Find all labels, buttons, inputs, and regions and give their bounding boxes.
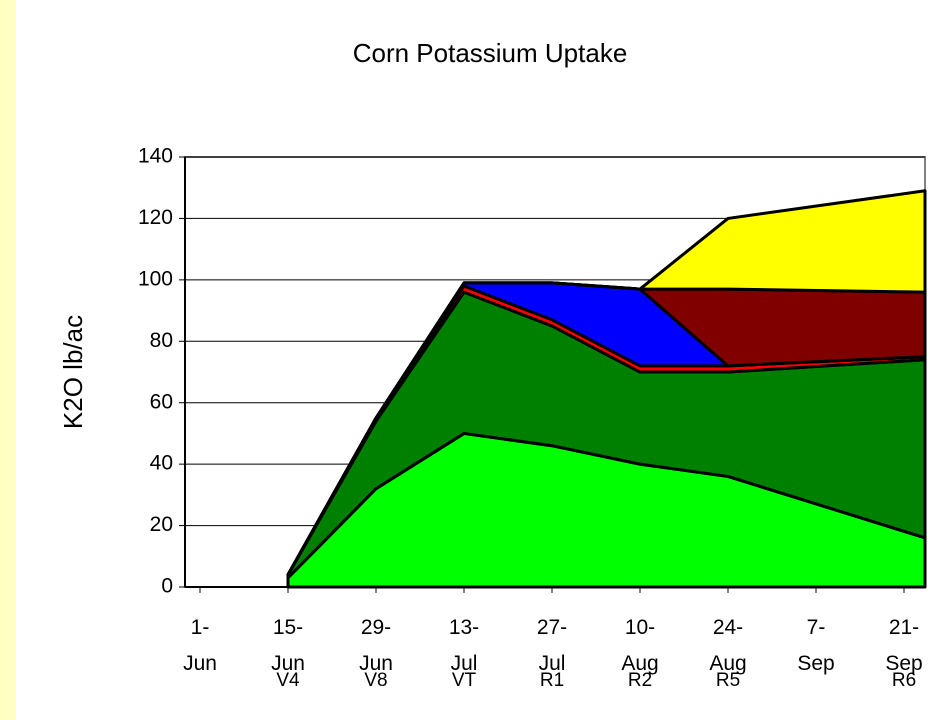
chart-title: Corn Potassium Uptake	[353, 38, 628, 68]
x-tick-label: 29- Jun	[359, 616, 393, 675]
side-strip	[0, 0, 16, 720]
y-tick-label: 100	[138, 267, 173, 290]
y-tick-label: 60	[150, 390, 173, 413]
y-tick-label: 0	[161, 575, 173, 598]
stage-label: V4	[276, 670, 300, 691]
x-tick-label: 27- Jul	[536, 616, 568, 675]
y-tick-label: 20	[150, 513, 173, 536]
y-axis-label: K2O lb/ac	[58, 315, 88, 429]
x-tick-label: 7- Sep	[797, 616, 835, 675]
y-tick-label: 140	[138, 145, 173, 168]
y-tick-label: 40	[150, 452, 173, 475]
x-tick-label: 21- Sep	[885, 616, 923, 675]
x-tick-label: 15- Jun	[271, 616, 305, 675]
y-tick-label: 80	[150, 329, 173, 352]
stage-label: R6	[891, 670, 917, 691]
stage-label: R2	[627, 670, 653, 691]
area	[286, 189, 927, 577]
stage-label: R1	[539, 670, 565, 691]
stage-label: V8	[364, 670, 388, 691]
stage-label: VT	[451, 670, 477, 691]
x-tick-label: 13- Jul	[448, 616, 480, 675]
stage-label: R5	[715, 670, 741, 691]
x-tick-label: 1- Jun	[183, 616, 217, 675]
x-tick-label: 10- Aug	[621, 616, 659, 675]
x-tick-label: 24- Aug	[709, 616, 747, 675]
y-tick-label: 120	[138, 206, 173, 229]
